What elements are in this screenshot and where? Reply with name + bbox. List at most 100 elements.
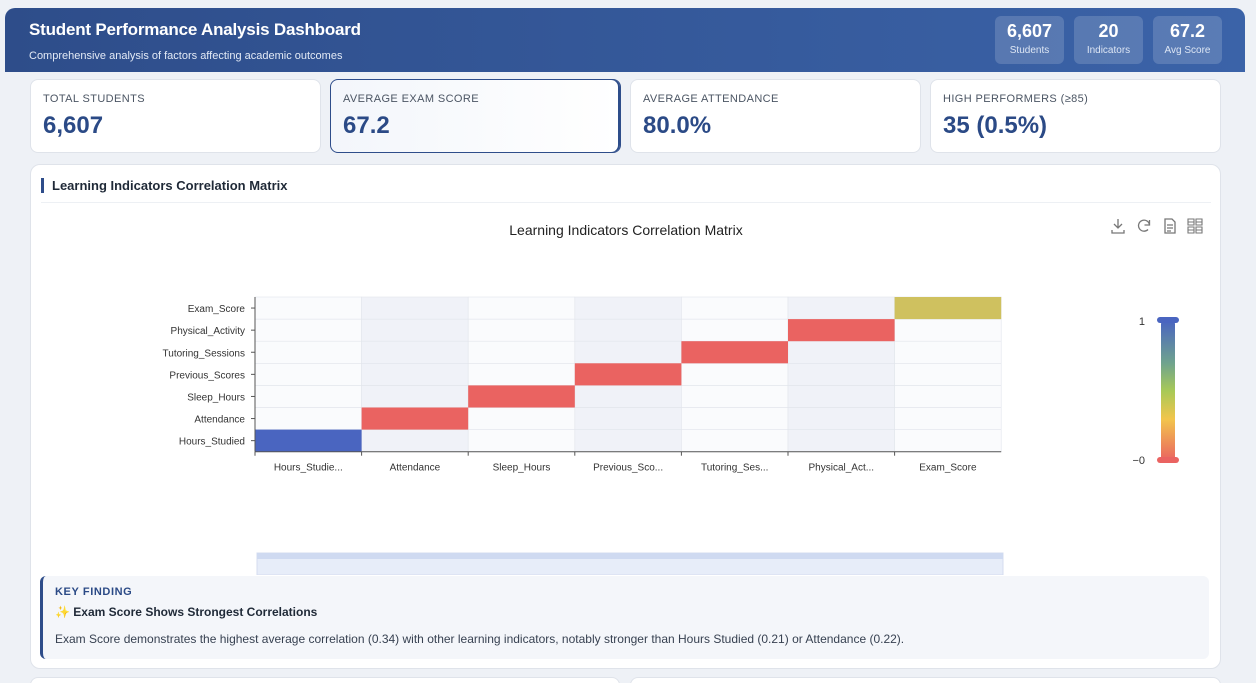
- x-tick-label: Exam_Score: [919, 463, 977, 474]
- visual-map-handle-bottom: [1157, 457, 1179, 463]
- heatmap-bg-cell: [467, 296, 576, 320]
- heatmap-cell: [361, 407, 469, 430]
- heatmap-bg-cell: [894, 407, 1002, 430]
- panel-divider: [41, 202, 1211, 203]
- heatmap-bg-cell: [574, 385, 682, 408]
- stat-pill-value: 67.2: [1169, 21, 1206, 41]
- visual-map-max-label: 1: [1139, 316, 1145, 328]
- heatmap-bg-cell: [681, 318, 789, 342]
- heatmap-bg-cell: [681, 385, 789, 408]
- y-tick-label: Hours_Studied: [179, 437, 245, 448]
- heatmap-bg-cell: [361, 296, 469, 320]
- visual-map-bar: [1161, 321, 1175, 461]
- stat-pill-label: Indicators: [1086, 45, 1131, 56]
- heatmap-bg-cell: [894, 385, 1002, 408]
- stat-pill-students: 6,607 Students: [995, 16, 1064, 64]
- heatmap-bg-cell: [681, 407, 789, 430]
- data-view-icon[interactable]: [1161, 217, 1181, 237]
- kpi-high-performers[interactable]: HIGH PERFORMERS (≥85) 35 (0.5%): [930, 79, 1221, 153]
- key-finding-label: KEY FINDING: [55, 586, 133, 598]
- heatmap-bg-cell: [254, 296, 362, 320]
- x-tick-label: Hours_Studie...: [274, 463, 343, 474]
- heatmap-bg-cell: [467, 363, 576, 386]
- stat-pill-value: 6,607: [1006, 21, 1053, 41]
- dashboard-subtitle: Comprehensive analysis of factors affect…: [29, 50, 343, 62]
- x-tick-label: Attendance: [390, 463, 441, 474]
- grid-icon[interactable]: [1186, 217, 1206, 237]
- key-finding-card: KEY FINDING ✨ Exam Score Shows Strongest…: [40, 576, 1209, 659]
- heatmap-bg-cell: [894, 429, 1002, 453]
- heatmap-bg-cell: [681, 429, 789, 453]
- heatmap-bg-cell: [254, 340, 362, 364]
- heatmap-bg-cell: [681, 296, 789, 320]
- heatmap-bg-cell: [467, 429, 576, 453]
- heatmap-bg-cell: [787, 340, 895, 364]
- heatmap-bg-cell: [361, 429, 469, 453]
- heatmap-cell: [788, 319, 895, 342]
- heatmap-bg-cell: [361, 340, 469, 364]
- kpi-average-attendance[interactable]: AVERAGE ATTENDANCE 80.0%: [630, 79, 921, 153]
- dashboard-header: Student Performance Analysis Dashboard C…: [5, 8, 1245, 72]
- heatmap-bg-cell: [894, 318, 1002, 342]
- correlation-heatmap: Hours_Studied Attendance Sleep_Hours Previo…: [163, 296, 1179, 575]
- y-tick-label: Tutoring_Sessions: [163, 348, 245, 359]
- kpi-average-exam-score[interactable]: AVERAGE EXAM SCORE 67.2: [330, 79, 621, 153]
- heatmap-bg-cell: [361, 363, 469, 386]
- panel-title: Learning Indicators Correlation Matrix: [41, 178, 288, 193]
- heatmap-bg-cell: [254, 407, 362, 430]
- x-tick-label: Sleep_Hours: [493, 463, 551, 474]
- kpi-value: 67.2: [343, 112, 390, 139]
- heatmap-bg-cell: [787, 363, 895, 386]
- heatmap-bg-cell: [894, 363, 1002, 386]
- heatmap-bg-cell: [681, 363, 789, 386]
- stat-pill-value: 20: [1098, 21, 1119, 41]
- key-finding-heading: ✨ Exam Score Shows Strongest Correlation…: [55, 605, 318, 619]
- heatmap-bg-cell: [361, 318, 469, 342]
- kpi-value: 35 (0.5%): [943, 112, 1048, 139]
- stat-pill-label: Avg Score: [1164, 45, 1211, 56]
- visual-map-handle-top: [1157, 317, 1179, 323]
- heatmap-bg-cell: [467, 318, 576, 342]
- kpi-label: HIGH PERFORMERS (≥85): [943, 93, 1089, 105]
- next-panel-right: [630, 677, 1221, 683]
- key-finding-text: Exam Score demonstrates the highest aver…: [55, 632, 905, 646]
- heatmap-bg-cell: [361, 385, 469, 408]
- x-tick-label: Physical_Act...: [809, 463, 875, 474]
- heatmap-bg-cell: [574, 429, 682, 453]
- kpi-total-students[interactable]: TOTAL STUDENTS 6,607: [30, 79, 321, 153]
- heatmap-bg-cell: [574, 340, 682, 364]
- x-tick-label: Tutoring_Ses...: [701, 463, 768, 474]
- kpi-value: 80.0%: [643, 112, 712, 139]
- stat-pill-avg-score: 67.2 Avg Score: [1153, 16, 1222, 64]
- heatmap-bg-cell: [254, 385, 362, 408]
- kpi-label: TOTAL STUDENTS: [43, 93, 145, 105]
- y-tick-label: Attendance: [194, 415, 245, 426]
- heatmap-bg-cell: [254, 363, 362, 386]
- visual-map-min-label: −0: [1132, 455, 1145, 467]
- heatmap-bg-cell: [574, 296, 682, 320]
- y-tick-label: Exam_Score: [188, 304, 246, 315]
- heatmap-bg-cell: [787, 407, 895, 430]
- heatmap-bg-cell: [787, 296, 895, 320]
- y-tick-label: Previous_Scores: [169, 370, 245, 381]
- heatmap-bg-cell: [787, 429, 895, 453]
- refresh-icon[interactable]: [1135, 217, 1155, 237]
- y-tick-label: Physical_Activity: [171, 326, 245, 337]
- chart-title: Learning Indicators Correlation Matrix: [509, 222, 743, 238]
- heatmap-cell: [681, 341, 788, 364]
- heatmap-bg-cell: [467, 407, 576, 430]
- stat-pill-label: Students: [1009, 45, 1050, 56]
- heatmap-bg-cell: [467, 340, 576, 364]
- heatmap-bg-cell: [787, 385, 895, 408]
- kpi-value: 6,607: [43, 112, 104, 139]
- heatmap-bg-cell: [574, 407, 682, 430]
- heatmap-bg-cell: [574, 318, 682, 342]
- heatmap-bg-cell: [894, 340, 1002, 364]
- download-icon[interactable]: [1109, 217, 1129, 237]
- dashboard-title: Student Performance Analysis Dashboard: [29, 20, 361, 39]
- heatmap-cell: [468, 385, 575, 408]
- data-zoom-track: [257, 553, 1003, 559]
- heatmap-cell: [574, 363, 682, 386]
- x-tick-label: Previous_Sco...: [593, 463, 663, 474]
- heatmap-cell: [255, 429, 362, 452]
